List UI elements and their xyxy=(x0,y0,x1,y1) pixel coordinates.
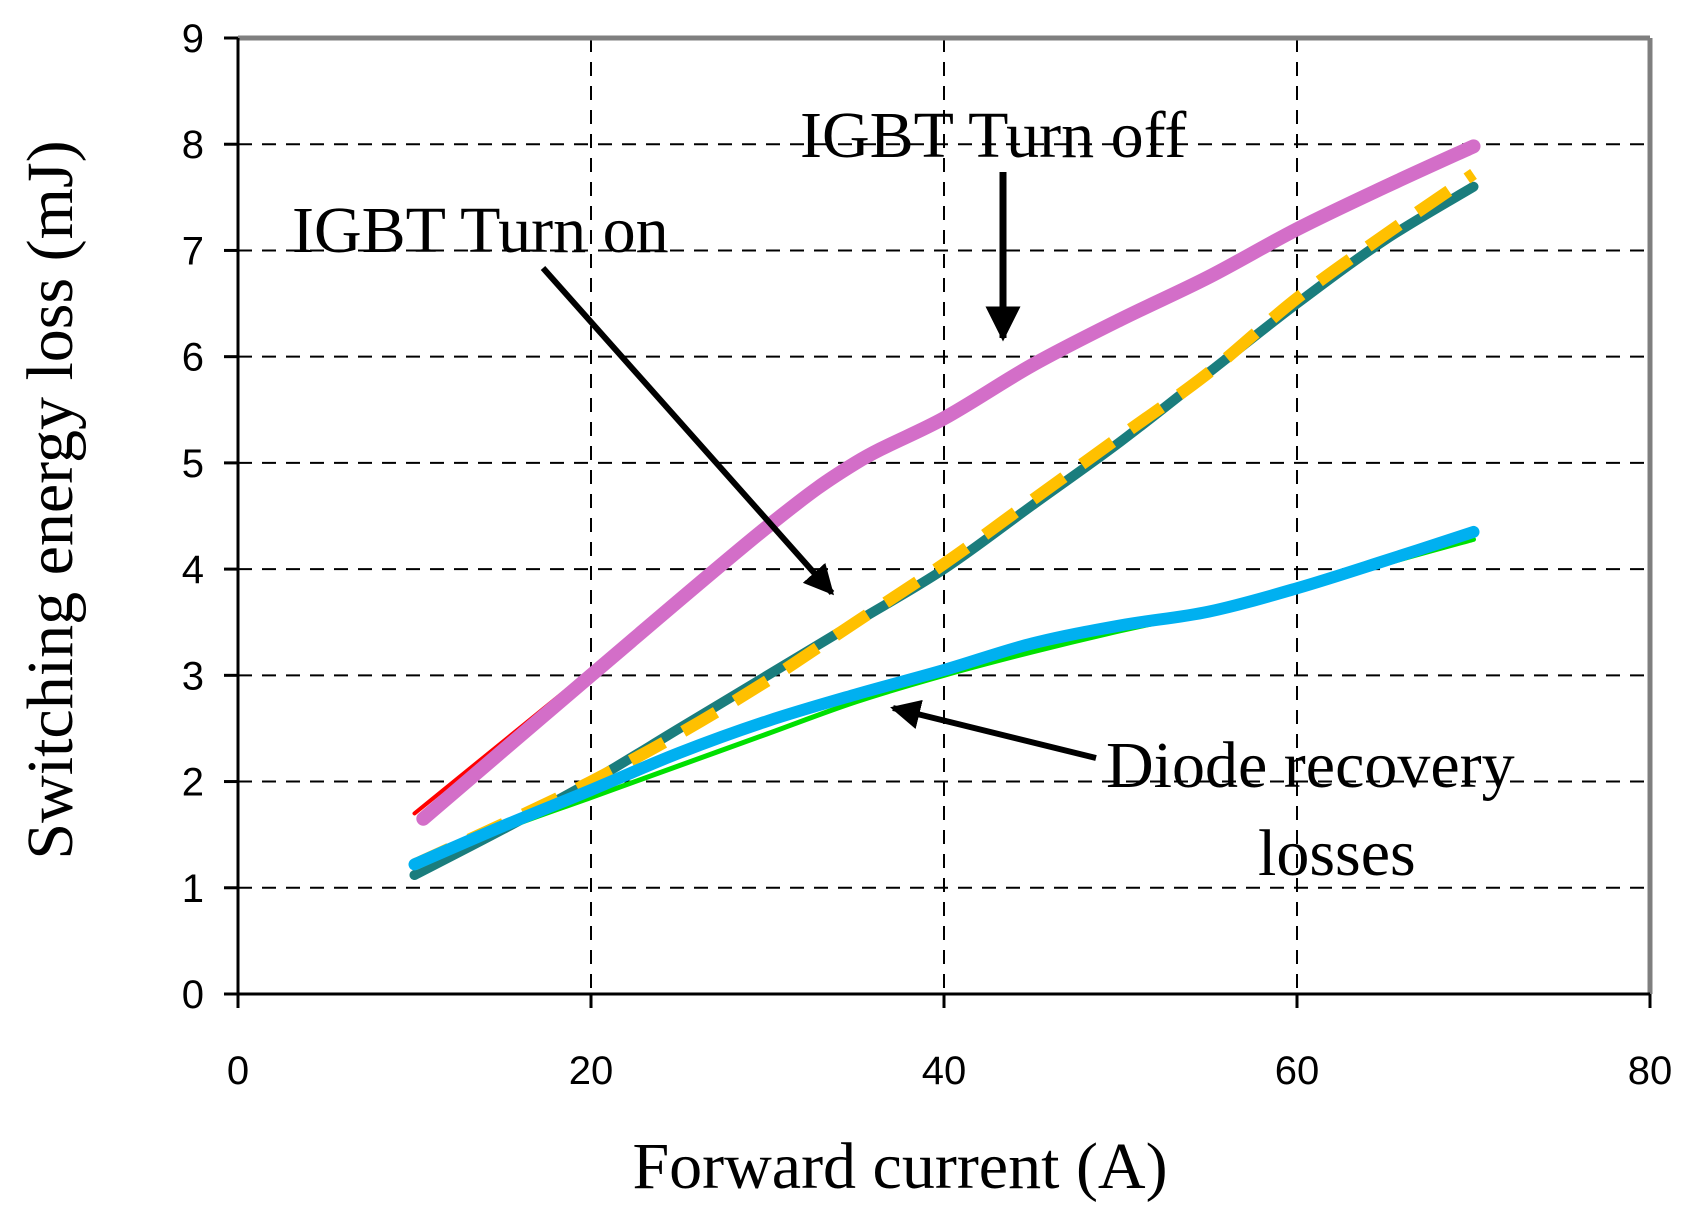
y-tick-label: 7 xyxy=(182,229,204,273)
y-axis-title: Switching energy loss (mJ) xyxy=(14,140,87,859)
series-line-1 xyxy=(416,139,1481,826)
annotation-igbt-turn-off: IGBT Turn off xyxy=(800,99,1186,172)
series-line-3 xyxy=(412,169,1477,870)
y-tick-label: 8 xyxy=(182,123,204,167)
y-tick-label: 4 xyxy=(182,548,204,592)
x-tick-label: 80 xyxy=(1628,1049,1673,1093)
arrow-igbt-turn-on xyxy=(540,266,835,596)
y-tick-label: 9 xyxy=(182,17,204,61)
arrow-diode-recovery xyxy=(890,699,1097,761)
annotation-losses: losses xyxy=(1258,817,1416,890)
y-tick-label: 5 xyxy=(182,442,204,486)
y-tick-label: 6 xyxy=(182,336,204,380)
x-tick-label: 0 xyxy=(227,1049,249,1093)
annotation-diode-recovery: Diode recovery xyxy=(1106,729,1515,802)
annotation-igbt-turn-on: IGBT Turn on xyxy=(292,194,669,267)
y-tick-label: 2 xyxy=(182,761,204,805)
series-line-5 xyxy=(408,525,1480,871)
x-axis-title: Forward current (A) xyxy=(632,1130,1167,1203)
x-tick-label: 40 xyxy=(922,1049,967,1093)
y-tick-label: 1 xyxy=(182,867,204,911)
x-tick-label: 20 xyxy=(569,1049,614,1093)
tick-labels: 0 20 40 60 80 0 1 2 3 4 5 6 7 8 9 xyxy=(182,17,1673,1093)
x-tick-label: 60 xyxy=(1275,1049,1320,1093)
series-layer xyxy=(408,139,1481,881)
y-tick-label: 0 xyxy=(182,973,204,1017)
y-tick-label: 3 xyxy=(182,654,204,698)
